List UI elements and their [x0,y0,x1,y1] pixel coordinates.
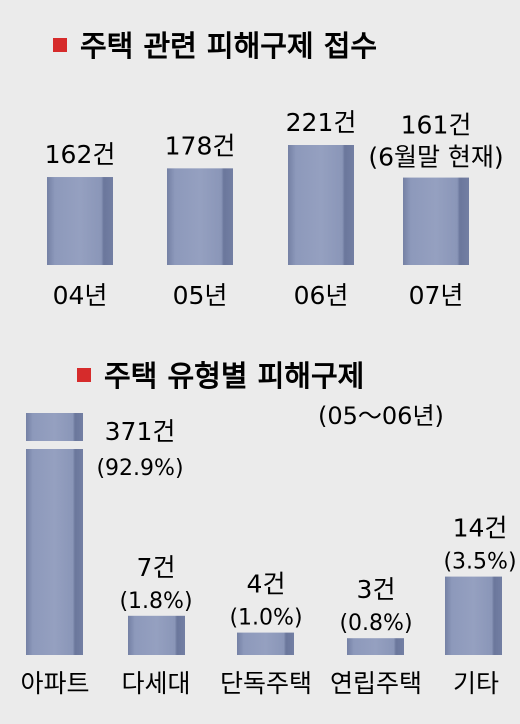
chart2-bar [26,413,83,655]
chart1-title-marker [53,38,67,52]
chart2-percent-label: (0.8%) [339,611,412,636]
chart2-category-label: 아파트 [20,669,89,698]
chart2-category-label: 단독주택 [220,669,312,698]
chart1-bar [167,168,233,265]
chart2-percent-label: (1.0%) [229,606,302,631]
chart1-title: 주택 관련 피해구제 접수 [80,29,377,63]
chart2-value-label: 371건 [105,417,176,446]
chart1-bar [403,177,469,265]
chart2-bar [128,615,185,655]
chart2-percent-label: (3.5%) [443,550,516,575]
chart1-value-label: 162건 [45,140,116,169]
chart2-category-label: 기타 [453,669,499,698]
chart2-value-label: 7건 [137,553,176,582]
chart1-category-label: 06년 [294,281,349,310]
chart2-subtitle: (05～06년) [318,402,444,430]
chart1-value-label: 221건 [286,108,357,137]
chart2-bar [445,576,502,655]
chart1-value-label: 178건 [165,131,236,160]
chart1-category-label: 05년 [173,281,228,310]
chart2-percent-label: (1.8%) [119,589,192,614]
chart1-note: (6월말 현재) [368,143,503,172]
chart2-value-label: 14건 [453,514,508,543]
chart1-bar [47,177,113,265]
chart2-percent-label: (92.9%) [96,456,183,481]
chart2-value-label: 3건 [357,575,396,604]
chart1-category-label: 07년 [409,281,464,310]
chart2-bar [347,638,404,655]
chart2-bar [237,632,294,655]
chart1-bar [288,145,354,265]
axis-break-gap [24,441,85,449]
chart2-title: 주택 유형별 피해구제 [104,359,364,393]
chart2-category-label: 다세대 [121,669,190,698]
chart2-category-label: 연립주택 [330,669,422,698]
chart2-title-marker [77,368,91,382]
chart1-value-label: 161건 [401,111,472,140]
chart1-category-label: 04년 [53,281,108,310]
chart2-value-label: 4건 [247,570,286,599]
